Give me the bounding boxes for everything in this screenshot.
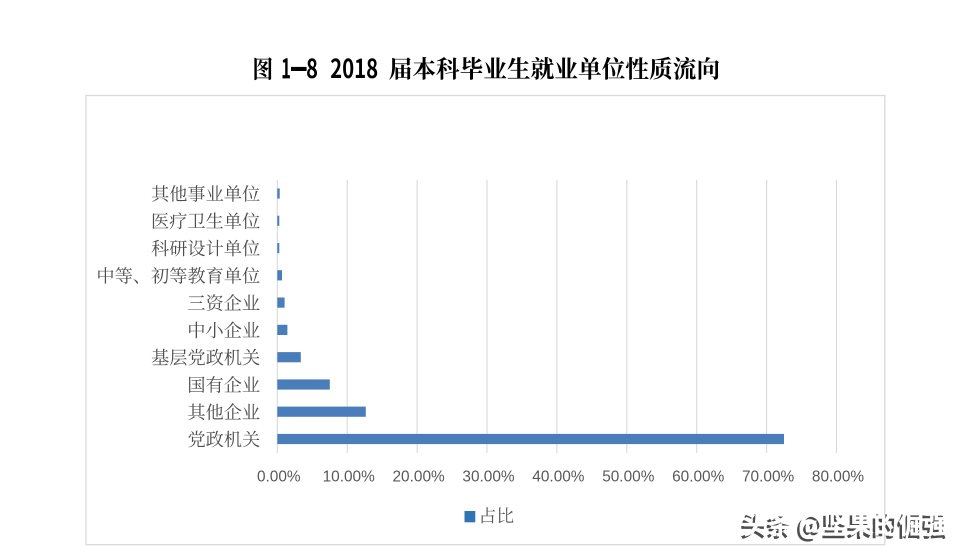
svg-text:0.00%: 0.00% (257, 468, 301, 485)
svg-text:60.00%: 60.00% (672, 468, 725, 485)
svg-text:40.00%: 40.00% (532, 468, 585, 485)
svg-text:30.00%: 30.00% (462, 468, 515, 485)
svg-text:50.00%: 50.00% (602, 468, 655, 485)
svg-text:20.00%: 20.00% (392, 468, 445, 485)
svg-text:10.00%: 10.00% (323, 468, 376, 485)
svg-text:80.00%: 80.00% (812, 468, 865, 485)
svg-text:70.00%: 70.00% (742, 468, 795, 485)
